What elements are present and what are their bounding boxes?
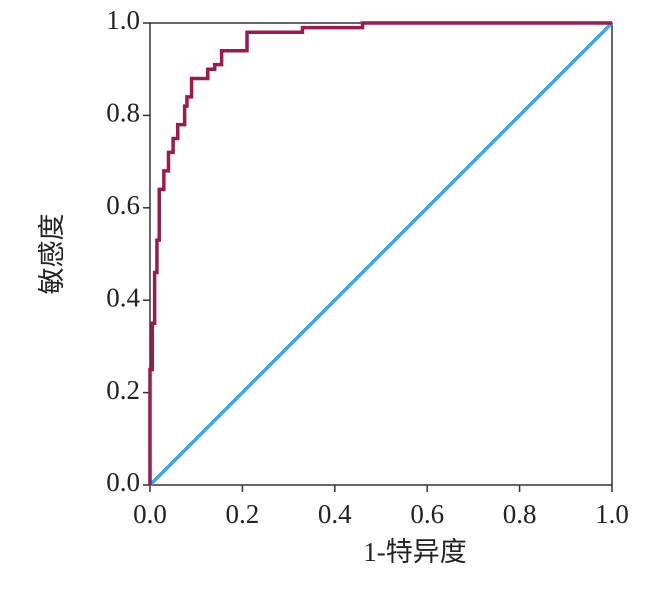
x-tick-label: 0.4: [318, 499, 352, 529]
x-tick-label: 1.0: [595, 499, 629, 529]
y-axis-label: 敏感度: [37, 214, 67, 295]
x-tick-label: 0.6: [410, 499, 444, 529]
y-tick-label: 0.0: [106, 467, 140, 497]
x-tick-label: 0.8: [503, 499, 537, 529]
series-line: [148, 21, 614, 487]
x-tick-label: 0.0: [133, 499, 167, 529]
y-tick-label: 0.4: [106, 282, 140, 312]
y-tick-label: 1.0: [106, 5, 140, 35]
y-tick-label: 0.8: [106, 98, 140, 128]
x-axis-label: 1-特异度: [363, 537, 467, 567]
series-line: [148, 21, 612, 485]
y-tick-label: 0.2: [106, 375, 140, 405]
x-tick-label: 0.2: [226, 499, 260, 529]
y-tick-label: 0.6: [106, 190, 140, 220]
